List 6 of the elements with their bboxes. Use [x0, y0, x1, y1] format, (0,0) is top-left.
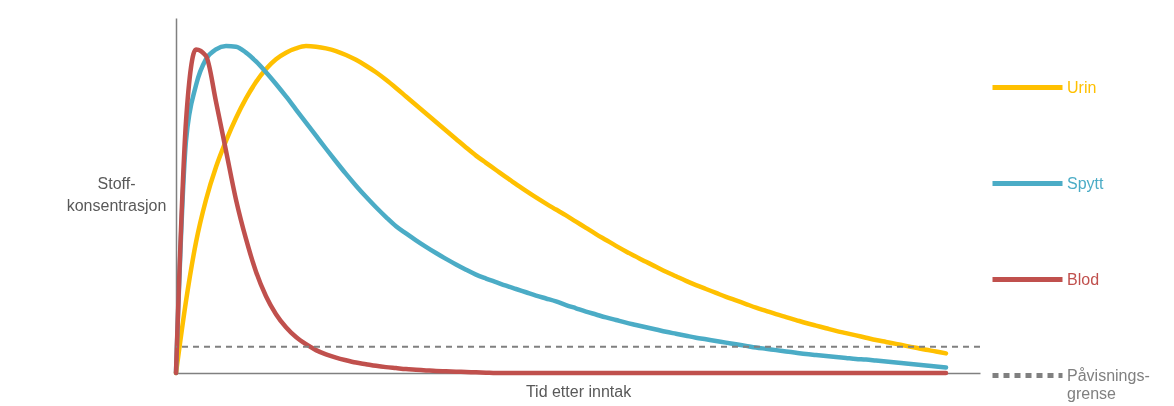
legend-label: Påvisnings-grense	[1067, 366, 1150, 402]
legend-label: Spytt	[1067, 174, 1105, 192]
y-axis-title: Stoff-konsentrasjon	[66, 174, 167, 214]
legend-label: Urin	[1067, 78, 1097, 96]
legend-label: Blod	[1067, 270, 1100, 288]
x-axis-title: Tid etter inntak	[525, 382, 633, 400]
